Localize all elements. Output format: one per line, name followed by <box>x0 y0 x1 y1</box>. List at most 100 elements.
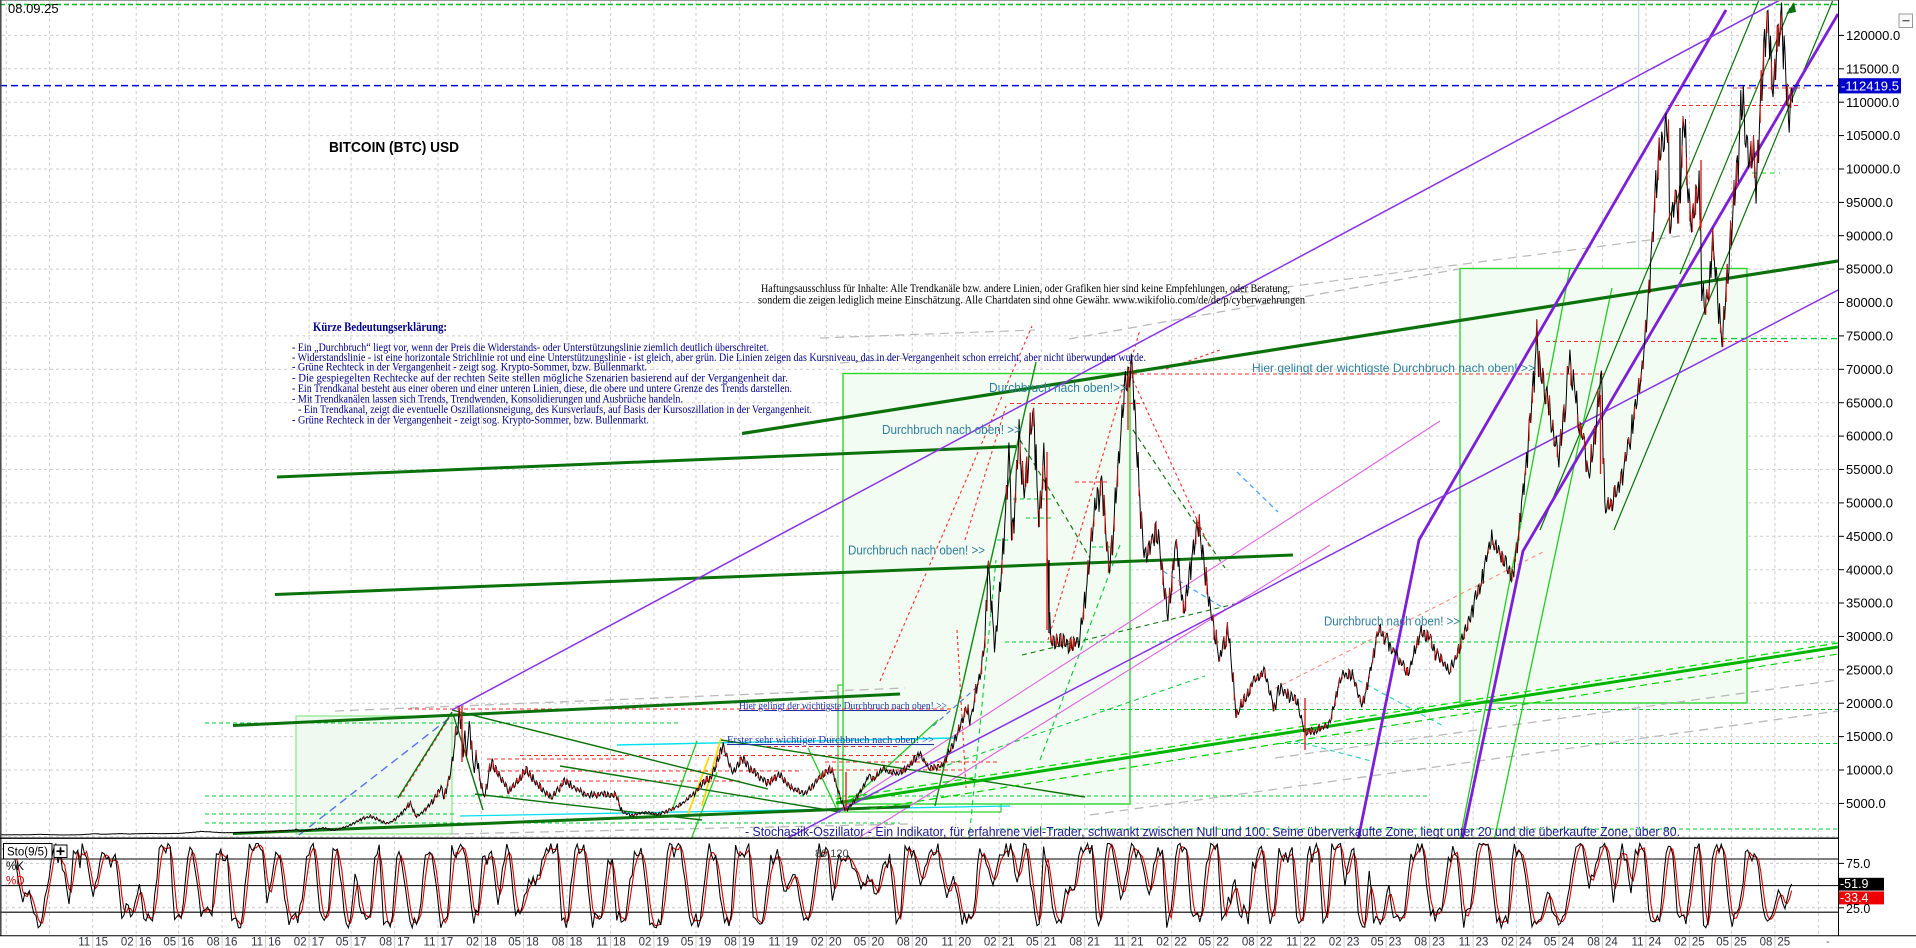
svg-text:- Widerstandslinie - ist eine: - Widerstandslinie - ist eine horizontal… <box>292 352 1146 364</box>
svg-text:18: 18 <box>484 937 497 948</box>
svg-text:25.0: 25.0 <box>1846 902 1870 916</box>
svg-text:05: 05 <box>336 937 349 948</box>
svg-text:02: 02 <box>639 937 652 948</box>
svg-text:05: 05 <box>508 937 521 948</box>
svg-text:08: 08 <box>1760 937 1773 948</box>
svg-text:11: 11 <box>596 937 608 948</box>
svg-text:55000.0: 55000.0 <box>1846 462 1893 477</box>
svg-text:Sto(9/5): Sto(9/5) <box>7 847 48 859</box>
svg-text:08: 08 <box>1242 937 1255 948</box>
svg-text:Haftungsausschluss für Inhalte: Haftungsausschluss für Inhalte: Alle Tre… <box>761 281 1290 295</box>
svg-text:105000.0: 105000.0 <box>1846 128 1900 143</box>
svg-text:Durchbruch nach oben! >>: Durchbruch nach oben! >> <box>882 422 1021 437</box>
svg-text:05: 05 <box>1544 937 1557 948</box>
svg-text:50000.0: 50000.0 <box>1846 496 1893 511</box>
svg-text:- Grüne Rechteck in der Vergan: - Grüne Rechteck in der Vergangenheit - … <box>292 362 647 374</box>
svg-text:05: 05 <box>1716 937 1729 948</box>
svg-text:25000.0: 25000.0 <box>1846 662 1893 677</box>
svg-text:11: 11 <box>1459 937 1471 948</box>
svg-text:05: 05 <box>1026 937 1039 948</box>
svg-text:85000.0: 85000.0 <box>1846 262 1893 277</box>
svg-text:30000.0: 30000.0 <box>1846 629 1893 644</box>
svg-text:23: 23 <box>1389 937 1402 948</box>
svg-text:21: 21 <box>1002 937 1015 948</box>
svg-text:02: 02 <box>811 937 824 948</box>
svg-text:11: 11 <box>251 937 263 948</box>
svg-text:- Grüne Rechteck in der Vergan: - Grüne Rechteck in der Vergangenheit - … <box>292 415 649 427</box>
svg-text:16: 16 <box>181 937 194 948</box>
svg-text:17: 17 <box>397 937 410 948</box>
svg-text:- Ein Trendkanal, zeigt die ev: - Ein Trendkanal, zeigt die eventuelle O… <box>298 404 812 416</box>
svg-text:16: 16 <box>139 937 152 948</box>
svg-text:08: 08 <box>379 937 392 948</box>
svg-text:24: 24 <box>1519 937 1532 948</box>
svg-text:Kürze Bedeutungserklärung:: Kürze Bedeutungserklärung: <box>313 320 447 334</box>
svg-text:22: 22 <box>1260 937 1273 948</box>
svg-text:05: 05 <box>163 937 176 948</box>
svg-text:18: 18 <box>526 937 539 948</box>
svg-text:sondern die zeigen lediglich m: sondern die zeigen lediglich meine Einsc… <box>758 293 1305 307</box>
svg-text:08.09.25: 08.09.25 <box>8 1 59 16</box>
svg-text:22: 22 <box>1216 937 1229 948</box>
svg-text:20: 20 <box>871 937 884 948</box>
svg-text:02: 02 <box>121 937 134 948</box>
svg-text:25: 25 <box>1777 937 1790 948</box>
svg-text:23: 23 <box>1476 937 1489 948</box>
svg-text:110000.0: 110000.0 <box>1846 95 1899 110</box>
svg-text:21: 21 <box>1087 937 1100 948</box>
svg-text:BITCOIN (BTC) USD: BITCOIN (BTC) USD <box>329 140 459 156</box>
svg-text:02: 02 <box>1156 937 1169 948</box>
svg-text:75000.0: 75000.0 <box>1846 329 1893 344</box>
svg-text:Hier gelingt der wichtigste Du: Hier gelingt der wichtigste Durchbruch n… <box>739 701 947 712</box>
svg-text:95000.0: 95000.0 <box>1846 195 1893 210</box>
svg-text:10000.0: 10000.0 <box>1846 763 1893 778</box>
svg-text:08: 08 <box>552 937 565 948</box>
svg-text:08: 08 <box>207 937 220 948</box>
svg-text:45000.0: 45000.0 <box>1846 529 1893 544</box>
svg-text:24: 24 <box>1562 937 1575 948</box>
svg-text:25: 25 <box>1692 937 1705 948</box>
svg-text:22: 22 <box>1303 937 1316 948</box>
svg-text:Durchbruch nach oben!>>: Durchbruch nach oben!>> <box>989 380 1127 395</box>
svg-text:08: 08 <box>1069 937 1082 948</box>
svg-text:05: 05 <box>1371 937 1384 948</box>
svg-text:11: 11 <box>424 937 436 948</box>
svg-text:19: 19 <box>742 937 755 948</box>
svg-text:5000.0: 5000.0 <box>1846 796 1886 811</box>
svg-text:80.120: 80.120 <box>815 848 849 860</box>
svg-text:11: 11 <box>1114 937 1126 948</box>
svg-text:11: 11 <box>941 937 953 948</box>
svg-text:19: 19 <box>656 937 669 948</box>
svg-text:23: 23 <box>1347 937 1360 948</box>
svg-text:24: 24 <box>1605 937 1618 948</box>
svg-text:24: 24 <box>1649 937 1662 948</box>
svg-text:20: 20 <box>829 937 842 948</box>
svg-text:%D: %D <box>6 876 25 888</box>
svg-text:- Ein Trendkanal besteht aus e: - Ein Trendkanal besteht aus einer obere… <box>292 383 792 395</box>
svg-text:08: 08 <box>724 937 737 948</box>
svg-text:65000.0: 65000.0 <box>1846 395 1893 410</box>
svg-text:11: 11 <box>1632 937 1644 948</box>
svg-text:17: 17 <box>354 937 367 948</box>
svg-text:11: 11 <box>78 937 90 948</box>
svg-text:Durchbruch nach oben! >>: Durchbruch nach oben! >> <box>1324 614 1460 629</box>
svg-text:18: 18 <box>570 937 583 948</box>
svg-text:-: - <box>1826 936 1830 948</box>
svg-text:22: 22 <box>1174 937 1187 948</box>
svg-text:15000.0: 15000.0 <box>1846 729 1893 744</box>
svg-text:23: 23 <box>1432 937 1445 948</box>
svg-text:17: 17 <box>441 937 454 948</box>
svg-text:19: 19 <box>785 937 798 948</box>
svg-text:Durchbruch nach oben! >>: Durchbruch nach oben! >> <box>848 543 985 558</box>
svg-text:02: 02 <box>1501 937 1514 948</box>
svg-text:70000.0: 70000.0 <box>1846 362 1893 377</box>
svg-text:-112419.5: -112419.5 <box>1841 80 1899 94</box>
svg-text:%K: %K <box>6 861 24 873</box>
svg-text:60000.0: 60000.0 <box>1846 429 1893 444</box>
svg-text:08: 08 <box>1414 937 1427 948</box>
svg-text:Hier gelingt der wichtigste Du: Hier gelingt der wichtigste Durchbruch n… <box>1252 361 1535 375</box>
svg-text:16: 16 <box>225 937 238 948</box>
svg-text:02: 02 <box>466 937 479 948</box>
svg-text:80000.0: 80000.0 <box>1846 295 1893 310</box>
svg-text:08: 08 <box>1587 937 1600 948</box>
